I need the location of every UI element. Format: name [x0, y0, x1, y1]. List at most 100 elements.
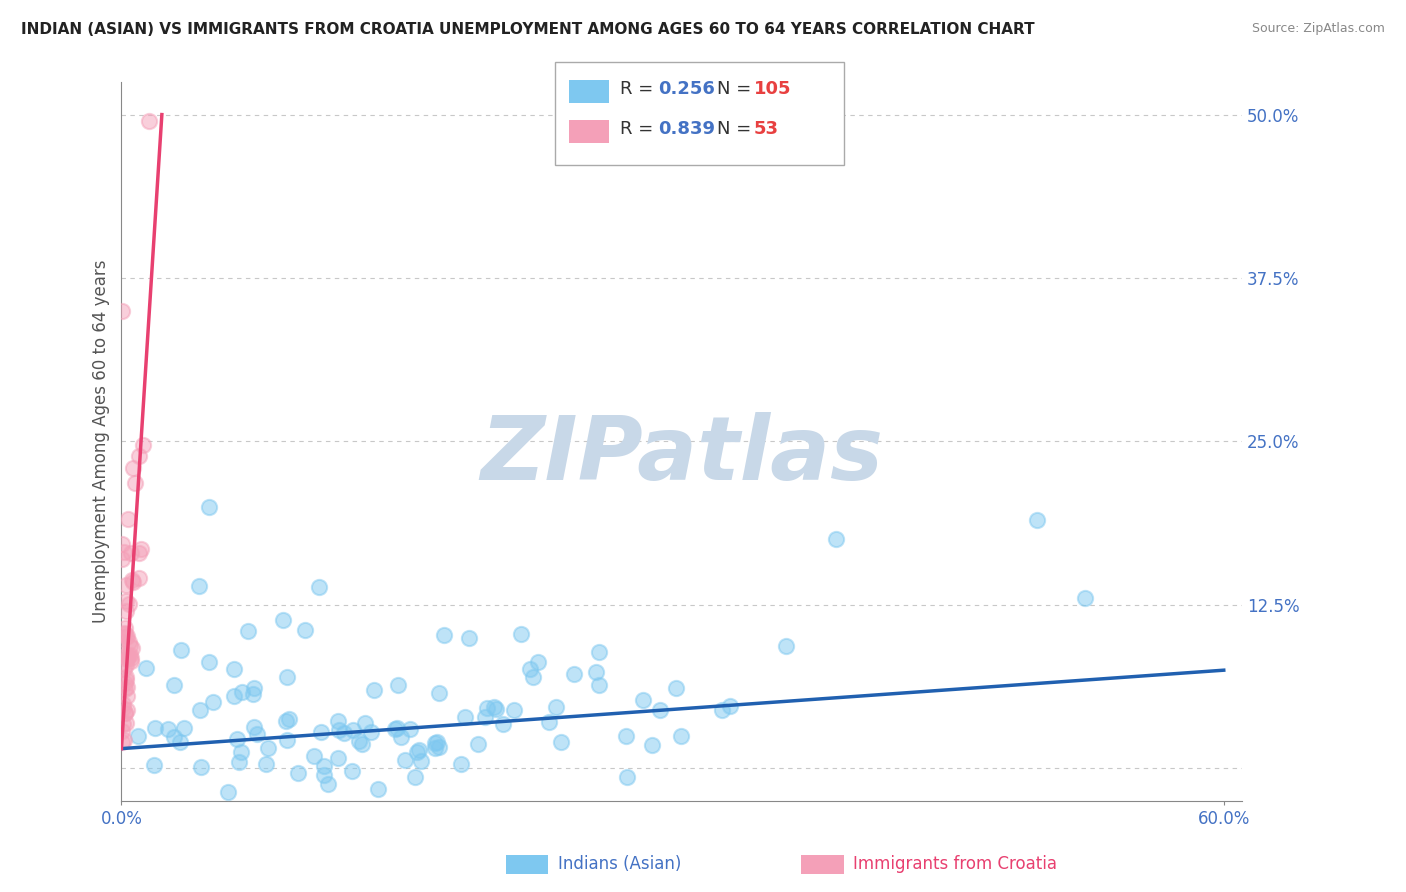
- Point: [537, 715, 560, 730]
- Point: [384, 723, 406, 737]
- Point: [271, 613, 294, 627]
- Point: [111, 724, 134, 739]
- Point: [316, 777, 339, 791]
- Point: [157, 722, 180, 736]
- Point: [502, 703, 524, 717]
- Point: [114, 676, 136, 690]
- Point: [588, 645, 610, 659]
- Point: [111, 537, 134, 551]
- Point: [128, 571, 150, 585]
- Point: [482, 699, 505, 714]
- Point: [294, 623, 316, 637]
- Point: [474, 709, 496, 723]
- Point: [222, 662, 245, 676]
- Point: [454, 710, 477, 724]
- Point: [118, 635, 141, 649]
- Point: [665, 681, 688, 696]
- Point: [254, 757, 277, 772]
- Point: [198, 655, 221, 669]
- Point: [246, 727, 269, 741]
- Point: [354, 715, 377, 730]
- Point: [120, 654, 142, 668]
- Point: [111, 716, 134, 731]
- Point: [775, 639, 797, 653]
- Point: [546, 699, 568, 714]
- Point: [423, 741, 446, 756]
- Point: [228, 755, 250, 769]
- Text: 0.839: 0.839: [658, 120, 716, 138]
- Point: [633, 693, 655, 707]
- Point: [114, 657, 136, 672]
- Point: [112, 697, 135, 711]
- Point: [138, 114, 160, 128]
- Y-axis label: Unemployment Among Ages 60 to 64 years: Unemployment Among Ages 60 to 64 years: [93, 260, 110, 624]
- Point: [170, 643, 193, 657]
- Point: [352, 737, 374, 751]
- Point: [399, 722, 422, 736]
- Point: [115, 631, 138, 645]
- Point: [394, 753, 416, 767]
- Point: [519, 662, 541, 676]
- Point: [276, 733, 298, 747]
- Point: [111, 735, 134, 749]
- Point: [128, 546, 150, 560]
- Point: [1025, 513, 1047, 527]
- Point: [550, 735, 572, 749]
- Point: [340, 764, 363, 779]
- Point: [387, 678, 409, 692]
- Point: [433, 628, 456, 642]
- Point: [120, 546, 142, 560]
- Point: [274, 714, 297, 729]
- Point: [188, 579, 211, 593]
- Point: [718, 699, 741, 714]
- Point: [669, 729, 692, 743]
- Point: [243, 681, 266, 695]
- Text: Source: ZipAtlas.com: Source: ZipAtlas.com: [1251, 22, 1385, 36]
- Point: [121, 573, 143, 587]
- Text: INDIAN (ASIAN) VS IMMIGRANTS FROM CROATIA UNEMPLOYMENT AMONG AGES 60 TO 64 YEARS: INDIAN (ASIAN) VS IMMIGRANTS FROM CROATI…: [21, 22, 1035, 37]
- Point: [492, 716, 515, 731]
- Point: [588, 678, 610, 692]
- Point: [169, 735, 191, 749]
- Point: [825, 533, 848, 547]
- Point: [236, 624, 259, 638]
- Point: [326, 751, 349, 765]
- Point: [114, 627, 136, 641]
- Point: [190, 760, 212, 774]
- Point: [115, 703, 138, 717]
- Point: [115, 593, 138, 607]
- Point: [115, 652, 138, 666]
- Point: [190, 703, 212, 717]
- Point: [118, 648, 141, 662]
- Point: [1073, 591, 1095, 606]
- Point: [217, 785, 239, 799]
- Point: [121, 460, 143, 475]
- Point: [112, 545, 135, 559]
- Point: [135, 660, 157, 674]
- Point: [114, 681, 136, 696]
- Point: [115, 604, 138, 618]
- Point: [118, 640, 141, 654]
- Point: [117, 511, 139, 525]
- Point: [231, 745, 253, 759]
- Point: [111, 303, 134, 318]
- Point: [163, 678, 186, 692]
- Point: [332, 726, 354, 740]
- Point: [616, 771, 638, 785]
- Point: [112, 646, 135, 660]
- Text: R =: R =: [620, 120, 659, 138]
- Point: [173, 721, 195, 735]
- Text: 0.256: 0.256: [658, 80, 714, 98]
- Point: [112, 700, 135, 714]
- Point: [406, 745, 429, 759]
- Point: [242, 687, 264, 701]
- Point: [308, 580, 330, 594]
- Text: ZIPatlas: ZIPatlas: [481, 412, 883, 500]
- Point: [128, 450, 150, 464]
- Text: 53: 53: [754, 120, 779, 138]
- Point: [201, 695, 224, 709]
- Point: [242, 720, 264, 734]
- Point: [115, 673, 138, 687]
- Point: [115, 577, 138, 591]
- Point: [112, 733, 135, 747]
